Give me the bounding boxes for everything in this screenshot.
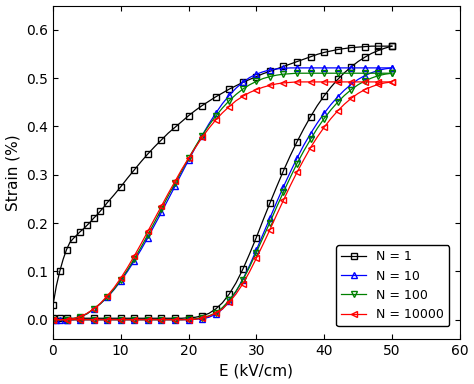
N = 1 [389, 44, 395, 48]
N = 100 [50, 318, 56, 322]
N = 1 [50, 303, 56, 308]
N = 10000 [389, 79, 395, 84]
Line: N = 10: N = 10 [50, 65, 395, 323]
X-axis label: E (kV/cm): E (kV/cm) [219, 363, 293, 379]
N = 1 [199, 103, 205, 108]
N = 10 [260, 70, 266, 74]
N = 10 [240, 80, 246, 85]
N = 10 [287, 66, 293, 70]
N = 10 [50, 318, 56, 322]
N = 10000 [125, 265, 130, 270]
N = 1 [281, 64, 286, 69]
N = 10 [131, 258, 137, 263]
N = 1 [57, 269, 63, 274]
N = 10000 [301, 79, 307, 84]
N = 10000 [50, 318, 56, 322]
N = 10 [389, 66, 395, 70]
Line: N = 10000: N = 10000 [50, 79, 395, 323]
N = 100 [152, 220, 157, 224]
N = 100 [382, 71, 388, 76]
Line: N = 100: N = 100 [50, 70, 395, 323]
N = 1 [81, 227, 86, 231]
N = 1 [71, 236, 76, 241]
N = 100 [274, 73, 280, 78]
N = 1 [101, 205, 107, 209]
N = 10 [314, 66, 320, 70]
N = 10000 [294, 79, 300, 84]
N = 10000 [382, 79, 388, 84]
N = 10 [246, 75, 252, 80]
N = 100 [294, 71, 300, 76]
N = 10000 [274, 81, 280, 86]
N = 100 [125, 268, 130, 272]
N = 10 [355, 66, 361, 70]
N = 100 [389, 71, 395, 76]
Line: N = 1: N = 1 [50, 43, 395, 308]
Legend: N = 1, N = 10, N = 100, N = 10000: N = 1, N = 10, N = 100, N = 10000 [337, 245, 449, 326]
N = 10000 [159, 204, 164, 209]
Y-axis label: Strain (%): Strain (%) [6, 134, 20, 210]
N = 10000 [152, 216, 157, 221]
N = 100 [159, 207, 164, 211]
N = 100 [301, 71, 307, 76]
N = 1 [369, 44, 374, 48]
